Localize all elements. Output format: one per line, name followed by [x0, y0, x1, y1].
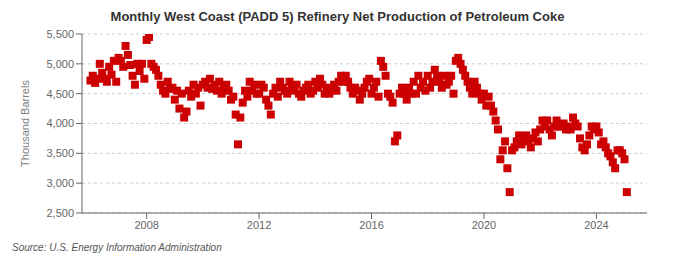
svg-text:3,000: 3,000 [46, 177, 74, 189]
svg-text:5,500: 5,500 [46, 28, 74, 40]
svg-text:4,500: 4,500 [46, 88, 74, 100]
html-text:Source: U.S. Energy Informatio: Source: U.S. Energy Information Administ… [12, 242, 222, 253]
svg-text:2,500: 2,500 [46, 207, 74, 219]
svg-text:2008: 2008 [134, 219, 158, 231]
svg-text:Thousand Barrels: Thousand Barrels [19, 80, 31, 167]
svg-text:2012: 2012 [247, 219, 271, 231]
svg-text:2020: 2020 [472, 219, 496, 231]
svg-text:2024: 2024 [584, 219, 608, 231]
html-text:Monthly West Coast (PADD 5) Re: Monthly West Coast (PADD 5) Refinery Net… [110, 9, 565, 24]
svg-text:3,500: 3,500 [46, 147, 74, 159]
svg-text:4,000: 4,000 [46, 117, 74, 129]
svg-text:2016: 2016 [359, 219, 383, 231]
svg-text:5,000: 5,000 [46, 58, 74, 70]
